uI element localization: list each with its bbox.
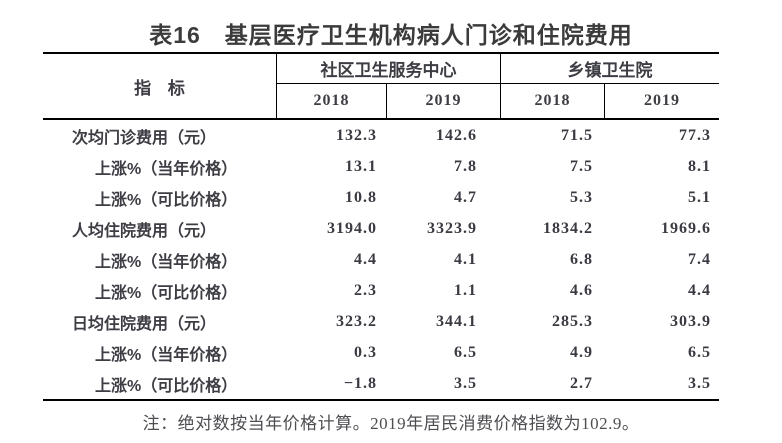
cell-value: 5.3 <box>570 188 593 206</box>
cell-value: 4.6 <box>570 281 593 299</box>
row-label: 上涨%（当年价格） <box>95 160 238 178</box>
cell-value: 4.4 <box>354 250 377 268</box>
cell-value: 6.8 <box>570 250 593 268</box>
year-header-township-2018: 2018 <box>501 84 605 118</box>
cell-value: 2.7 <box>570 374 593 392</box>
cell-value: 2.3 <box>354 281 377 299</box>
cell-value: 344.1 <box>436 312 477 330</box>
indicator-header: 指 标 <box>43 54 277 118</box>
year-header-township-2019: 2019 <box>644 92 680 109</box>
cell-value: 8.1 <box>688 157 711 175</box>
cell-value: 1969.6 <box>661 219 711 237</box>
cell-value: 4.9 <box>570 343 593 361</box>
table-body: 次均门诊费用（元） 132.3 142.6 71.5 77.3 上涨%（当年价格… <box>43 120 719 401</box>
row-label: 人均住院费用（元） <box>72 222 217 240</box>
table-row: 日均住院费用（元） 323.2 344.1 285.3 303.9 <box>43 306 719 337</box>
cell-value: 4.4 <box>688 281 711 299</box>
group-header-township: 乡镇卫生院 <box>501 54 719 84</box>
table-row: 上涨%（可比价格） 2.3 1.1 4.6 4.4 <box>43 275 719 306</box>
cell-value: 77.3 <box>679 126 711 144</box>
cell-value: 303.9 <box>670 312 711 330</box>
cell-value: 6.5 <box>454 343 477 361</box>
table-header: 指 标 社区卫生服务中心 乡镇卫生院 2018 2019 2018 2019 <box>43 52 719 120</box>
cell-value: 71.5 <box>561 126 593 144</box>
table-row: 上涨%（当年价格） 0.3 6.5 4.9 6.5 <box>43 337 719 368</box>
table-row: 人均住院费用（元） 3194.0 3323.9 1834.2 1969.6 <box>43 213 719 244</box>
table-row: 上涨%（可比价格） 10.8 4.7 5.3 5.1 <box>43 182 719 213</box>
cell-value: 4.1 <box>454 250 477 268</box>
table-row: 上涨%（可比价格） −1.8 3.5 2.7 3.5 <box>43 368 719 399</box>
row-label: 上涨%（可比价格） <box>95 284 238 302</box>
row-label: 上涨%（可比价格） <box>95 191 238 209</box>
cell-value: 1.1 <box>454 281 477 299</box>
cell-value: 323.2 <box>336 312 377 330</box>
year-header-community-2018: 2018 <box>277 84 387 118</box>
page-title: 表16 基层医疗卫生机构病人门诊和住院费用 <box>149 22 633 48</box>
row-label: 日均住院费用（元） <box>72 315 217 333</box>
cell-value: 285.3 <box>552 312 593 330</box>
cell-value: 4.7 <box>454 188 477 206</box>
cell-value: 142.6 <box>436 126 477 144</box>
cell-value: 0.3 <box>354 343 377 361</box>
cell-value: 132.3 <box>336 126 377 144</box>
table-row: 次均门诊费用（元） 132.3 142.6 71.5 77.3 <box>43 120 719 151</box>
year-header-community-2019: 2019 <box>387 84 501 118</box>
cell-value: 1834.2 <box>543 219 593 237</box>
cell-value: 3194.0 <box>327 219 377 237</box>
table-row: 上涨%（当年价格） 4.4 4.1 6.8 7.4 <box>43 244 719 275</box>
cell-value: −1.8 <box>343 374 377 392</box>
row-label: 上涨%（当年价格） <box>95 253 238 271</box>
stats-table: 指 标 社区卫生服务中心 乡镇卫生院 2018 2019 2018 2019 次… <box>43 52 719 401</box>
cell-value: 5.1 <box>688 188 711 206</box>
row-label: 上涨%（当年价格） <box>95 346 238 364</box>
cell-value: 3323.9 <box>427 219 477 237</box>
cell-value: 7.4 <box>688 250 711 268</box>
cell-value: 7.5 <box>570 157 593 175</box>
table-note: 注：绝对数按当年价格计算。2019年居民消费价格指数为102.9。 <box>142 414 640 433</box>
cell-value: 13.1 <box>345 157 377 175</box>
cell-value: 7.8 <box>454 157 477 175</box>
row-label: 次均门诊费用（元） <box>72 129 217 147</box>
cell-value: 10.8 <box>345 188 377 206</box>
cell-value: 3.5 <box>454 374 477 392</box>
row-label: 上涨%（可比价格） <box>95 377 238 395</box>
group-header-community: 社区卫生服务中心 <box>277 54 501 84</box>
cell-value: 3.5 <box>688 374 711 392</box>
table-row: 上涨%（当年价格） 13.1 7.8 7.5 8.1 <box>43 151 719 182</box>
cell-value: 6.5 <box>688 343 711 361</box>
